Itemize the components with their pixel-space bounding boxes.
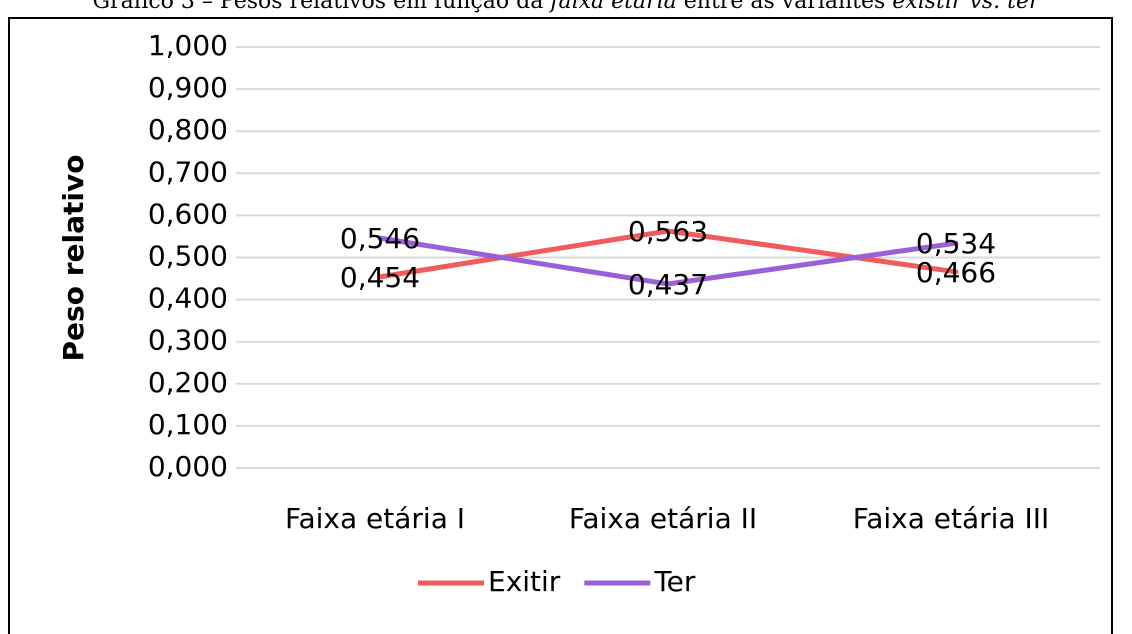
data-label: 0,534 xyxy=(916,227,996,260)
y-tick-label: 0,000 xyxy=(148,450,228,483)
data-label: 0,454 xyxy=(340,261,420,294)
caption-part: faixa etária xyxy=(548,0,676,14)
chart-border xyxy=(8,17,1113,634)
y-tick-label: 0,400 xyxy=(148,282,228,315)
y-tick-label: 0,200 xyxy=(148,366,228,399)
y-tick-label: 0,900 xyxy=(148,71,228,104)
caption-part: Gráfico 3 – Pesos relativos em função da xyxy=(92,0,550,14)
data-label: 0,437 xyxy=(628,268,708,301)
x-tick-label: Faixa etária III xyxy=(853,502,1050,535)
y-tick-label: 0,700 xyxy=(148,155,228,188)
y-tick-label: 0,300 xyxy=(148,324,228,357)
data-label: 0,546 xyxy=(340,222,420,255)
x-tick-label: Faixa etária I xyxy=(285,502,465,535)
data-label: 0,563 xyxy=(628,215,708,248)
caption-part: entre as variantes xyxy=(677,0,892,14)
y-tick-label: 0,100 xyxy=(148,408,228,441)
legend-label: Ter xyxy=(653,565,696,598)
y-tick-label: 0,600 xyxy=(148,197,228,230)
y-axis-title: Peso relativo xyxy=(57,155,90,362)
y-tick-label: 0,500 xyxy=(148,240,228,273)
data-label: 0,466 xyxy=(916,256,996,289)
y-tick-label: 1,000 xyxy=(148,29,228,62)
caption-part: existir vs. ter xyxy=(892,0,1041,14)
x-tick-label: Faixa etária II xyxy=(569,502,757,535)
y-tick-label: 0,800 xyxy=(148,113,228,146)
series-line xyxy=(377,235,959,287)
legend-label: Exitir xyxy=(488,565,561,598)
caption: Gráfico 3 – Pesos relativos em função da… xyxy=(92,0,1040,14)
